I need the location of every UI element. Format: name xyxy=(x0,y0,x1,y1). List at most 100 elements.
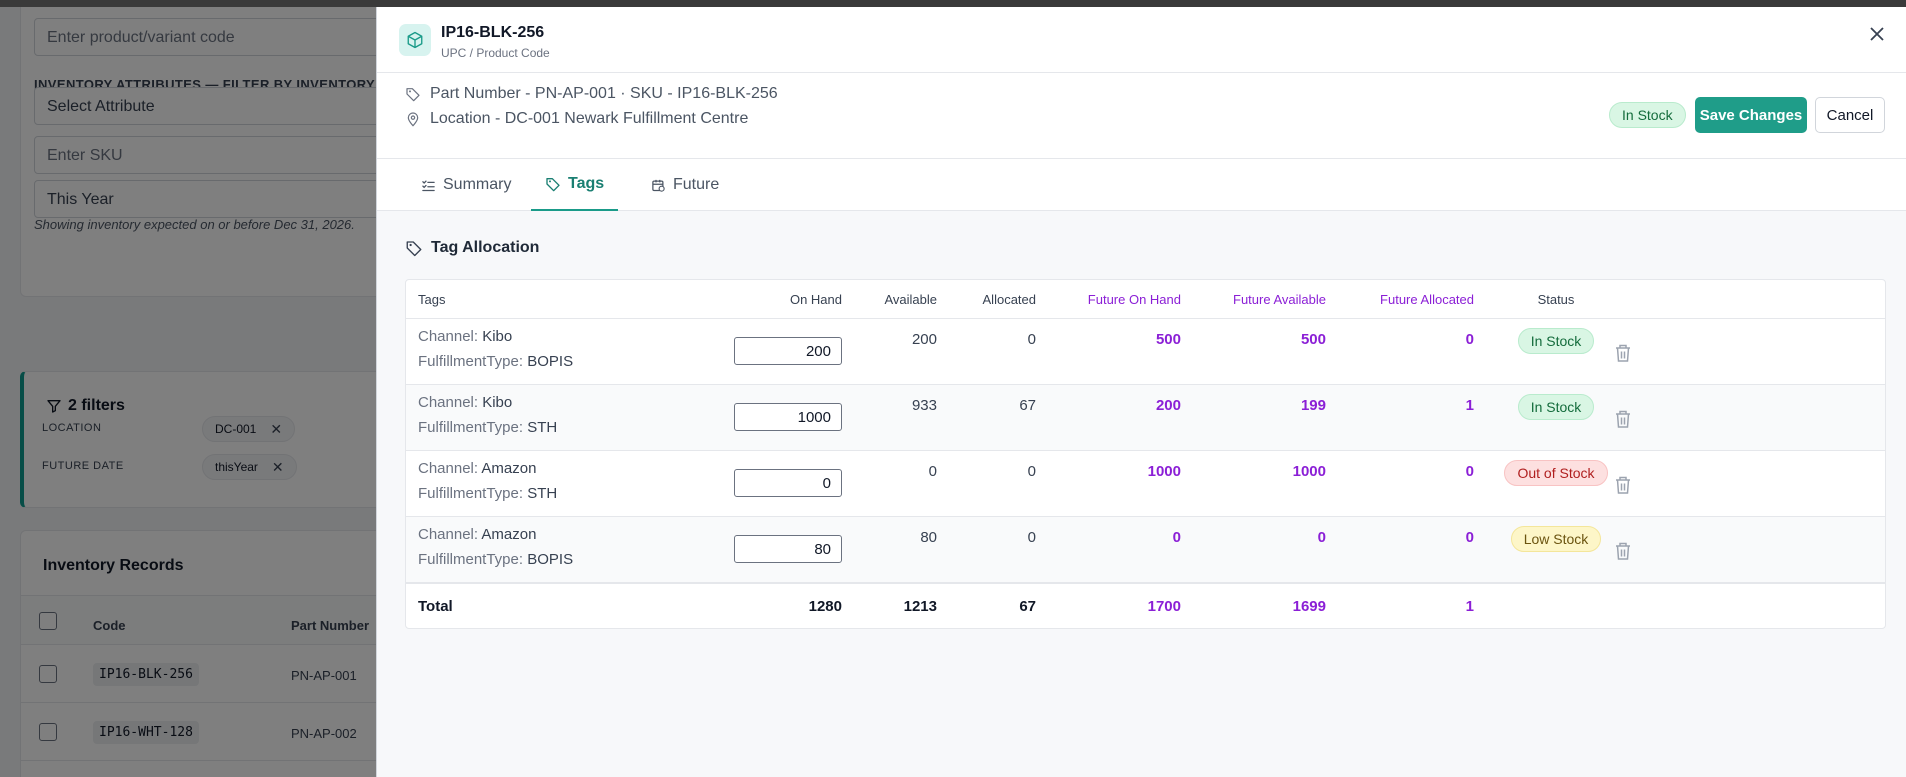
tag-icon xyxy=(406,88,420,102)
channel-value: Kibo xyxy=(482,328,513,345)
trash-icon[interactable] xyxy=(1614,541,1632,561)
column-header-allocated: Allocated xyxy=(982,292,1036,307)
tab-label: Tags xyxy=(568,175,605,192)
status-cell: In Stock xyxy=(1486,394,1626,420)
part-number-line: Part Number - PN-AP-001 · SKU - IP16-BLK… xyxy=(405,85,778,103)
table-row: Channel: Amazon FulfillmentType: BOPIS 8… xyxy=(406,516,1885,582)
status-badge: Low Stock xyxy=(1510,526,1602,552)
drawer-tabs: Summary Tags Future xyxy=(377,159,1906,211)
future-on-hand-value: 500 xyxy=(1155,331,1181,348)
allocated-value: 0 xyxy=(1027,529,1036,546)
future-on-hand-value: 200 xyxy=(1155,397,1181,414)
future-available-value: 0 xyxy=(1317,529,1326,546)
product-meta: Part Number - PN-AP-001 · SKU - IP16-BLK… xyxy=(377,73,1906,159)
channel-tag: Channel: Kibo xyxy=(418,394,513,411)
tab-label: Future xyxy=(673,176,720,193)
totals-row: Total 1280 1213 67 1700 1699 1 xyxy=(406,582,1885,628)
future-allocated-value: 0 xyxy=(1465,463,1474,480)
future-allocated-value: 0 xyxy=(1465,331,1474,348)
future-available-value: 1000 xyxy=(1292,463,1326,480)
column-header-available: Available xyxy=(884,292,937,307)
trash-icon[interactable] xyxy=(1614,475,1632,495)
close-icon[interactable] xyxy=(1866,23,1888,45)
table-row: Channel: Amazon FulfillmentType: STH 0 0… xyxy=(406,450,1885,516)
part-number-text: Part Number - PN-AP-001 · SKU - IP16-BLK… xyxy=(430,85,778,102)
fulfillment-type-value: STH xyxy=(527,419,558,436)
column-header-future-allocated: Future Allocated xyxy=(1380,292,1474,307)
product-title: IP16-BLK-256 xyxy=(441,24,545,41)
future-allocated-value: 1 xyxy=(1465,397,1474,414)
status-badge: Out of Stock xyxy=(1504,460,1608,486)
channel-value: Amazon xyxy=(481,460,537,477)
allocated-value: 0 xyxy=(1027,463,1036,480)
available-value: 200 xyxy=(911,331,937,348)
column-header-future-on-hand: Future On Hand xyxy=(1087,292,1181,307)
future-on-hand-value: 1000 xyxy=(1147,463,1181,480)
on-hand-input[interactable] xyxy=(734,469,842,497)
cancel-button[interactable]: Cancel xyxy=(1815,97,1885,133)
column-header-status: Status xyxy=(1537,292,1575,307)
tab-summary[interactable]: Summary xyxy=(407,159,525,211)
future-allocated-value: 0 xyxy=(1465,529,1474,546)
tag-icon xyxy=(546,178,560,192)
trash-icon[interactable] xyxy=(1614,409,1632,429)
checklist-icon xyxy=(422,180,435,191)
modal-overlay[interactable] xyxy=(0,0,376,777)
location-line: Location - DC-001 Newark Fulfillment Cen… xyxy=(405,110,748,128)
package-icon xyxy=(399,24,431,56)
total-available: 1213 xyxy=(903,598,937,615)
table-row: Channel: Kibo FulfillmentType: BOPIS 200… xyxy=(406,318,1885,384)
channel-value: Kibo xyxy=(482,394,513,411)
column-header-on-hand: On Hand xyxy=(789,292,842,307)
table-row: Channel: Kibo FulfillmentType: STH 933 6… xyxy=(406,384,1885,450)
total-future-allocated: 1 xyxy=(1465,598,1474,615)
fulfillment-type-tag: FulfillmentType: STH xyxy=(418,485,558,502)
available-value: 0 xyxy=(928,463,937,480)
drawer-header: IP16-BLK-256 UPC / Product Code xyxy=(377,7,1906,73)
channel-value: Amazon xyxy=(481,526,537,543)
status-cell: In Stock xyxy=(1486,328,1626,354)
totals-label: Total xyxy=(418,598,453,615)
future-on-hand-value: 0 xyxy=(1172,529,1181,546)
future-available-value: 500 xyxy=(1300,331,1326,348)
tag-allocation-table: Tags On Hand Available Allocated Future … xyxy=(405,279,1886,629)
tags-tab-panel: Tag Allocation Tags On Hand Available Al… xyxy=(377,211,1906,777)
tab-label: Summary xyxy=(443,176,512,193)
status-badge: In Stock xyxy=(1517,328,1595,354)
status-badge: In Stock xyxy=(1609,102,1686,128)
trash-icon[interactable] xyxy=(1614,343,1632,363)
total-future-available: 1699 xyxy=(1292,598,1326,615)
calendar-clock-icon xyxy=(652,179,665,192)
fulfillment-type-tag: FulfillmentType: BOPIS xyxy=(418,353,574,370)
on-hand-input[interactable] xyxy=(734,337,842,365)
column-header-tags: Tags xyxy=(418,292,446,307)
fulfillment-type-value: STH xyxy=(527,485,558,502)
total-future-on-hand: 1700 xyxy=(1147,598,1181,615)
available-value: 933 xyxy=(911,397,937,414)
total-on-hand: 1280 xyxy=(808,598,842,615)
on-hand-input[interactable] xyxy=(734,403,842,431)
fulfillment-type-value: BOPIS xyxy=(527,353,574,370)
save-changes-button[interactable]: Save Changes xyxy=(1695,97,1807,133)
channel-tag: Channel: Amazon xyxy=(418,460,537,477)
inventory-detail-drawer: IP16-BLK-256 UPC / Product Code Part Num… xyxy=(376,7,1906,777)
tag-icon xyxy=(406,241,422,257)
on-hand-input[interactable] xyxy=(734,535,842,563)
section-title: Tag Allocation xyxy=(405,239,539,257)
fulfillment-type-value: BOPIS xyxy=(527,551,574,568)
location-text: Location - DC-001 Newark Fulfillment Cen… xyxy=(430,110,749,127)
fulfillment-type-tag: FulfillmentType: STH xyxy=(418,419,558,436)
future-available-value: 199 xyxy=(1300,397,1326,414)
column-header-future-available: Future Available xyxy=(1233,292,1326,307)
fulfillment-type-tag: FulfillmentType: BOPIS xyxy=(418,551,574,568)
window-top-bar xyxy=(0,0,1906,7)
tab-future[interactable]: Future xyxy=(637,159,733,211)
channel-tag: Channel: Kibo xyxy=(418,328,513,345)
allocated-value: 0 xyxy=(1027,331,1036,348)
tab-tags[interactable]: Tags xyxy=(531,159,619,211)
channel-tag: Channel: Amazon xyxy=(418,526,537,543)
product-subtitle: UPC / Product Code xyxy=(441,46,550,60)
section-title-text: Tag Allocation xyxy=(431,239,540,256)
allocated-value: 67 xyxy=(1019,397,1036,414)
available-value: 80 xyxy=(920,529,937,546)
